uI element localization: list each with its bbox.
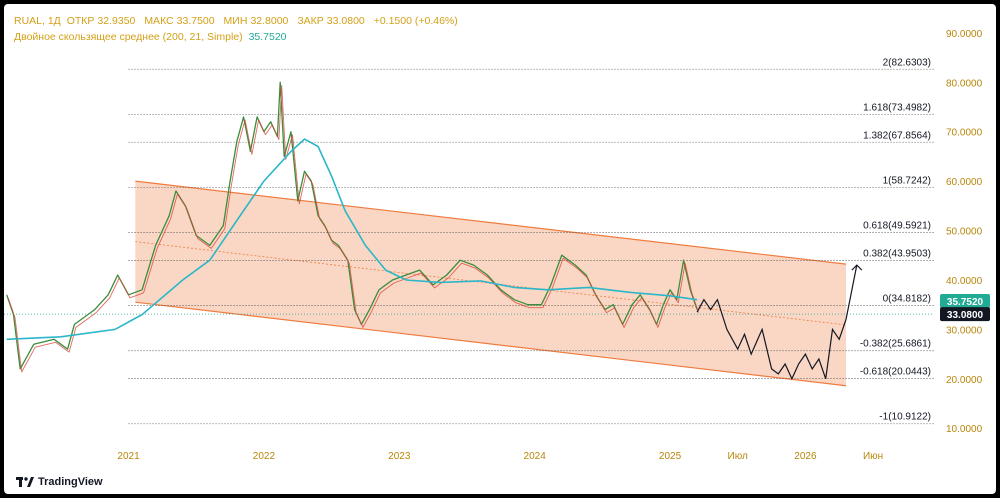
fib-level-label: -0.382(25.6861)	[860, 339, 931, 350]
fib-level-label: 0.382(43.9503)	[863, 248, 931, 259]
fib-level-label: 0(34.8182)	[883, 294, 931, 305]
x-axis-tick-label: 2023	[388, 451, 411, 462]
moving-average-line	[6, 138, 698, 341]
open-label: ОТКР	[66, 15, 95, 27]
low-label: МИН	[223, 15, 248, 27]
price-chart[interactable]: 2(82.6303) 1.618(73.4982) 1.382(67.8564) 1(…	[4, 4, 996, 494]
y-axis-tick-label: 50.0000	[946, 227, 983, 238]
y-axis-tick-label: 60.0000	[946, 177, 983, 188]
indicator-value: 35.7520	[248, 31, 287, 43]
price-label-box	[940, 293, 990, 308]
fib-level-label: 2(82.6303)	[883, 57, 931, 68]
price-label-text: 35.7520	[947, 297, 984, 308]
close-label: ЗАКР	[297, 15, 324, 27]
x-axis-tick-label: 2021	[117, 451, 140, 462]
symbol-name[interactable]: RUAL, 1Д	[14, 15, 61, 27]
high-value: 33.7500	[176, 15, 215, 27]
x-axis-tick-label: 2026	[794, 451, 817, 462]
indicator-info-line: Двойное скользящее среднее (200, 21, Sim…	[14, 31, 290, 43]
indicator-label[interactable]: Двойное скользящее среднее (200, 21, Sim…	[14, 31, 243, 43]
chart-panel: { "header": { "symbol": "RUAL, 1Д", "ope…	[4, 4, 996, 494]
x-axis-tick-label: Июл	[728, 451, 748, 462]
price-series-line	[6, 81, 698, 370]
tradingview-icon	[16, 477, 34, 487]
fib-level-label: 1(58.7242)	[883, 175, 931, 186]
fib-level-label: 1.382(67.8564)	[863, 130, 931, 141]
change-value: +0.1500 (+0.46%)	[373, 15, 458, 27]
projection-path	[696, 264, 858, 381]
x-axis-tick-label: 2025	[659, 451, 682, 462]
x-axis-tick-label: Июн	[863, 451, 883, 462]
x-axis-tick-label: 2024	[524, 451, 547, 462]
fib-level-label: 1.618(73.4982)	[863, 102, 931, 113]
symbol-info-line: RUAL, 1Д ОТКР 32.9350 МАКС 33.7500 МИН 32.8…	[14, 15, 461, 27]
price-series-shadow	[7, 84, 700, 373]
y-axis-tick-label: 90.0000	[946, 29, 983, 40]
low-value: 32.8000	[250, 15, 289, 27]
y-axis-tick-label: 40.0000	[946, 276, 983, 287]
y-axis-tick-label: 30.0000	[946, 325, 983, 336]
price-label-text: 33.0800	[947, 310, 984, 321]
open-value: 32.9350	[97, 15, 136, 27]
y-axis-tick-label: 80.0000	[946, 78, 983, 89]
fib-level-label: -1(10.9122)	[879, 412, 931, 423]
tradingview-logo[interactable]: TradingView	[16, 476, 103, 488]
close-value: 33.0800	[326, 15, 365, 27]
price-label-box	[940, 307, 990, 322]
fib-level-label: 0.618(49.5921)	[863, 221, 931, 232]
x-axis-tick-label: 2022	[253, 451, 276, 462]
y-axis-tick-label: 10.0000	[946, 424, 983, 435]
y-axis-tick-label: 70.0000	[946, 128, 983, 139]
fib-level-label: -0.618(20.0443)	[860, 367, 931, 378]
y-axis-tick-label: 20.0000	[946, 375, 983, 386]
projection-arrowhead	[851, 264, 863, 271]
high-label: МАКС	[144, 15, 174, 27]
tradingview-wordmark: TradingView	[38, 476, 103, 488]
channel-lower-line	[135, 301, 847, 387]
